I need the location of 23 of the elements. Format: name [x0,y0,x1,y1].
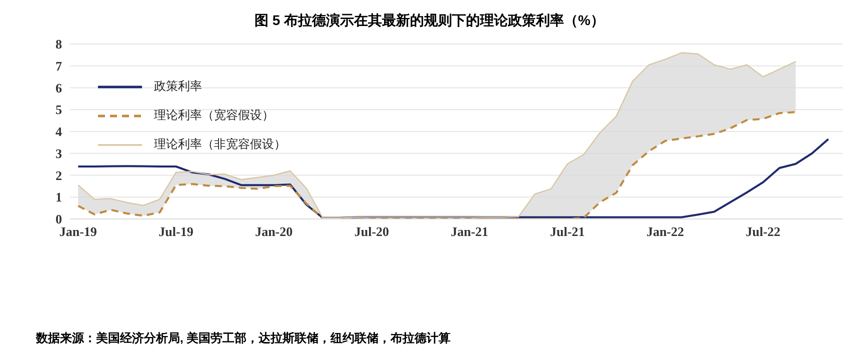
y-tick-label: 5 [56,102,62,118]
y-tick-label: 2 [56,168,62,183]
x-tick-label: Jan-19 [59,224,98,240]
y-tick-label: 8 [56,36,62,52]
y-tick-label: 7 [56,58,62,74]
chart-title: 图 5 布拉德演示在其最新的规则下的理论政策利率（%） [253,12,606,30]
y-tick-label: 4 [56,124,62,140]
y-tick-label: 3 [56,146,62,161]
y-tick-label: 1 [56,190,62,205]
x-tick-label: Jul-19 [158,224,194,240]
legend-label: 理论利率（宽容假设） [154,107,274,124]
y-tick-label: 6 [56,80,62,96]
x-tick-label: Jan-21 [450,224,488,240]
legend-label: 政策利率 [154,78,202,95]
line-series [77,138,830,219]
x-tick-label: Jul-20 [354,224,390,240]
legend-label: 理论利率（非宽容假设） [154,136,286,153]
x-tick-label: Jul-21 [550,224,585,240]
x-tick-label: Jan-22 [646,224,684,240]
y-tick-label: 0 [56,212,62,227]
x-tick-label: Jan-20 [255,224,293,240]
source-note: 数据来源：美国经济分析局, 美国劳工部，达拉斯联储，纽约联储，布拉德计算 [36,330,451,347]
x-tick-label: Jul-22 [746,224,780,240]
